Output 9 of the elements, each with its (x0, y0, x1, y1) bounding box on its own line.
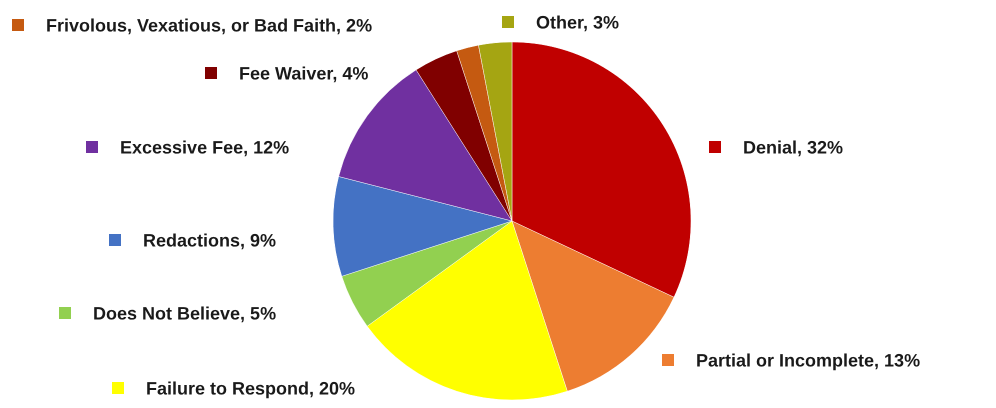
legend-label: Redactions, 9% (143, 230, 276, 250)
legend-label: Fee Waiver, 4% (239, 63, 368, 84)
legend-label: Failure to Respond, 20% (146, 378, 356, 398)
legend-label: Excessive Fee, 12% (120, 137, 290, 158)
legend-label: Other, 3% (536, 12, 620, 32)
legend-label: Does Not Believe, 5% (93, 303, 276, 324)
legend-label: Frivolous, Vexatious, or Bad Faith, 2% (46, 15, 372, 36)
legend-label: Denial, 32% (743, 137, 844, 158)
legend-label: Partial or Incomplete, 13% (696, 350, 920, 370)
